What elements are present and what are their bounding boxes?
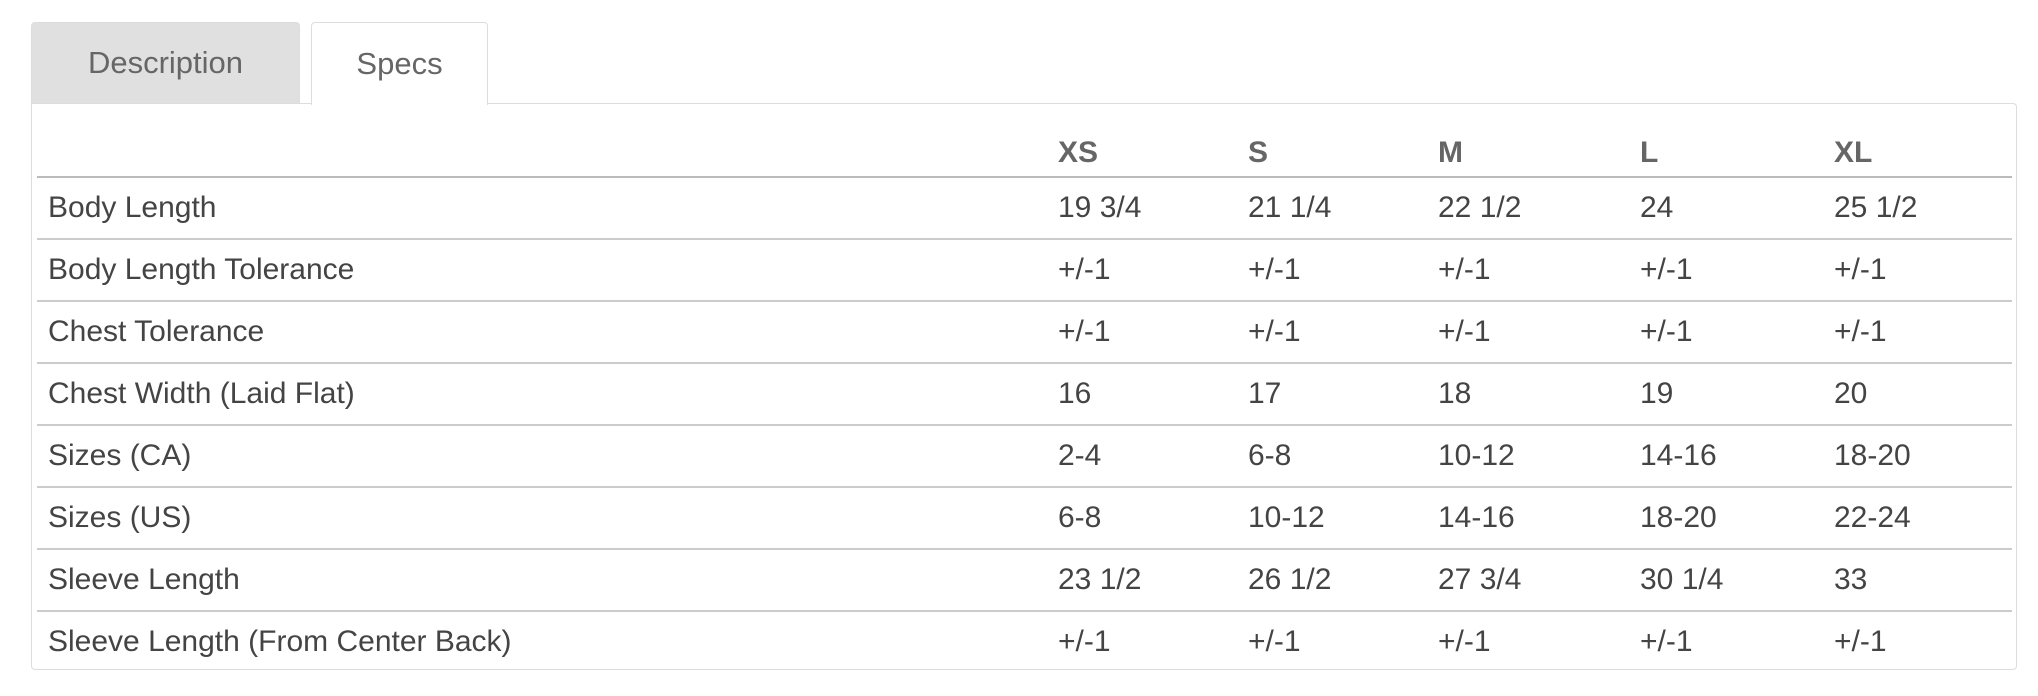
- spec-value: +/-1: [1640, 239, 1834, 302]
- spec-label: Sleeve Length (From Center Back): [48, 625, 512, 658]
- table-row: Sizes (CA) 2-4 6-8 10-12 14-16 18-20: [37, 425, 2012, 488]
- column-header: L: [1640, 124, 1834, 178]
- spec-label: Sleeve Length: [37, 549, 1058, 612]
- spec-value: 6-8: [1058, 487, 1248, 550]
- table-row: Chest Width (Laid Flat) 16 17 18 19 20: [37, 363, 2012, 426]
- spec-value: 22-24: [1834, 487, 2012, 550]
- spec-value: 22 1/2: [1438, 177, 1640, 240]
- spec-value: 20: [1834, 363, 2012, 426]
- column-header-empty: [37, 124, 1058, 178]
- spec-value: 18: [1438, 363, 1640, 426]
- spec-value: +/-1: [1058, 301, 1248, 364]
- spec-value: 19: [1640, 363, 1834, 426]
- spec-value: 30 1/4: [1640, 549, 1834, 612]
- specs-table: XS S M L XL Body Length 19 3/4 21 1/4 22 1/2 24 2…: [37, 124, 2012, 672]
- table-row: Body Length Tolerance +/-1 +/-1 +/-1 +/-1 +/-…: [37, 239, 2012, 302]
- spec-value: 14-16: [1438, 487, 1640, 550]
- spec-value: 18-20: [1834, 425, 2012, 488]
- spec-value: +/-1: [1438, 239, 1640, 302]
- column-header: XL: [1834, 124, 2012, 178]
- spec-value: 10-12: [1438, 425, 1640, 488]
- spec-value: +/-1: [1834, 625, 1887, 658]
- column-header: S: [1248, 124, 1438, 178]
- table-row: Sleeve Length 23 1/2 26 1/2 27 3/4 30 1/4 33: [37, 549, 2012, 612]
- spec-value: +/-1: [1438, 625, 1491, 658]
- spec-label: Chest Width (Laid Flat): [37, 363, 1058, 426]
- spec-value: 19 3/4: [1058, 177, 1248, 240]
- spec-label: Chest Tolerance: [37, 301, 1058, 364]
- table-row: Body Length 19 3/4 21 1/4 22 1/2 24 25 1/2: [37, 177, 2012, 240]
- table-row: Sizes (US) 6-8 10-12 14-16 18-20 22-24: [37, 487, 2012, 550]
- spec-value: +/-1: [1640, 301, 1834, 364]
- spec-value: 26 1/2: [1248, 549, 1438, 612]
- spec-label: Body Length: [37, 177, 1058, 240]
- spec-value: +/-1: [1834, 239, 2012, 302]
- spec-value: +/-1: [1058, 625, 1111, 658]
- column-header: M: [1438, 124, 1640, 178]
- tab-description[interactable]: Description: [31, 22, 300, 103]
- spec-value: 25 1/2: [1834, 177, 2012, 240]
- spec-value: 27 3/4: [1438, 549, 1640, 612]
- table-row: Chest Tolerance +/-1 +/-1 +/-1 +/-1 +/-1: [37, 301, 2012, 364]
- spec-value: 2-4: [1058, 425, 1248, 488]
- spec-value: +/-1: [1248, 301, 1438, 364]
- spec-value: 16: [1058, 363, 1248, 426]
- spec-label: Sizes (US): [37, 487, 1058, 550]
- spec-value: +/-1: [1248, 239, 1438, 302]
- column-header: XS: [1058, 124, 1248, 178]
- spec-label: Body Length Tolerance: [37, 239, 1058, 302]
- spec-value: 24: [1640, 177, 1834, 240]
- spec-value: +/-1: [1834, 301, 2012, 364]
- spec-value: 14-16: [1640, 425, 1834, 488]
- spec-value: 17: [1248, 363, 1438, 426]
- spec-value: 23 1/2: [1058, 549, 1248, 612]
- spec-value: 33: [1834, 549, 2012, 612]
- spec-value: +/-1: [1438, 301, 1640, 364]
- spec-value: +/-1: [1640, 625, 1693, 658]
- spec-value: 6-8: [1248, 425, 1438, 488]
- spec-value: 18-20: [1640, 487, 1834, 550]
- table-header-row: XS S M L XL: [37, 124, 2012, 178]
- spec-value: +/-1: [1248, 625, 1301, 658]
- spec-label: Sizes (CA): [37, 425, 1058, 488]
- spec-value: +/-1: [1058, 239, 1248, 302]
- tab-specs[interactable]: Specs: [311, 22, 488, 105]
- table-row: Sleeve Length (From Center Back) +/-1 +/-1…: [37, 611, 2012, 672]
- spec-value: 21 1/4: [1248, 177, 1438, 240]
- specs-panel: XS S M L XL Body Length 19 3/4 21 1/4 22 1/2 24 2…: [31, 103, 2017, 670]
- spec-value: 10-12: [1248, 487, 1438, 550]
